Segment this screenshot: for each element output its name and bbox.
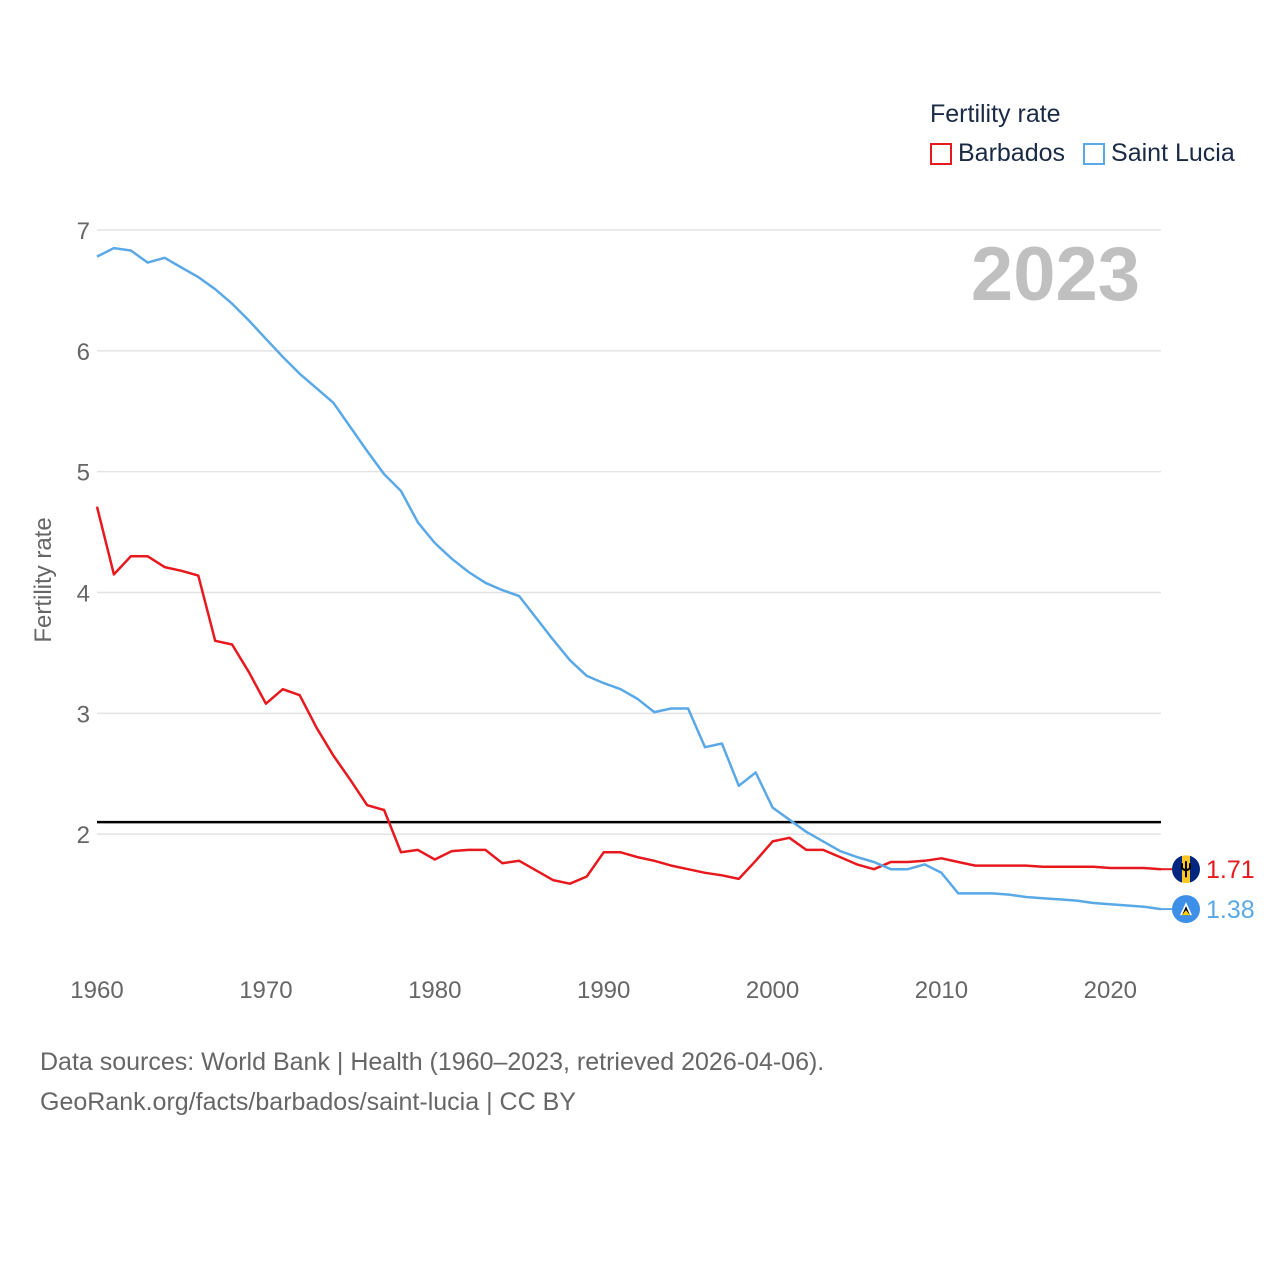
legend-swatch-saint-lucia <box>1083 142 1106 165</box>
axis-ticks: 2 3 4 5 6 7 1960 1970 1980 1990 2000 2010 2020 <box>70 218 1137 1004</box>
attribution-link[interactable]: GeoRank.org/facts/barbados/saint-lucia |… <box>40 1088 576 1116</box>
series-line-saint-lucia <box>96 246 1162 911</box>
x-tick-label: 1960 <box>70 977 123 1004</box>
y-tick-label: 2 <box>77 822 90 849</box>
end-value-label-barbados: 1.71 <box>1206 856 1255 884</box>
y-axis-label: Fertility rate <box>30 517 57 642</box>
y-tick-label: 7 <box>77 218 90 245</box>
legend: Fertility rate Barbados Saint Lucia <box>930 100 1235 168</box>
legend-label-saint-lucia: Saint Lucia <box>1111 139 1235 167</box>
series-line-barbados <box>95 506 1162 885</box>
legend-label-barbados: Barbados <box>958 139 1066 167</box>
legend-item-barbados[interactable]: Barbados <box>930 139 1065 168</box>
x-tick-label: 1970 <box>239 977 292 1004</box>
legend-swatch-barbados <box>930 142 952 165</box>
footer: Data sources: World Bank | Health (1960–… <box>40 1042 824 1122</box>
x-tick-label: 2020 <box>1084 977 1137 1004</box>
series <box>95 246 1162 911</box>
flag-icon-saint-lucia <box>1172 895 1200 924</box>
end-value-label-saint-lucia: 1.38 <box>1206 896 1255 924</box>
end-markers: 1.71 1.38 <box>1161 855 1255 924</box>
gridlines <box>97 229 1161 835</box>
x-tick-label: 1980 <box>408 977 461 1004</box>
legend-title: Fertility rate <box>930 100 1061 128</box>
y-tick-label: 3 <box>77 701 90 728</box>
x-tick-label: 1990 <box>577 977 630 1004</box>
data-sources-text: Data sources: World Bank | Health (1960–… <box>40 1048 825 1076</box>
legend-item-saint-lucia[interactable]: Saint Lucia <box>1083 139 1235 168</box>
y-tick-label: 5 <box>77 460 90 487</box>
year-watermark: 2023 <box>971 232 1140 317</box>
flag-icon-barbados <box>1172 855 1200 884</box>
x-tick-label: 2010 <box>915 977 968 1004</box>
x-tick-label: 2000 <box>746 977 799 1004</box>
y-tick-label: 6 <box>77 339 90 366</box>
y-tick-label: 4 <box>77 581 90 608</box>
